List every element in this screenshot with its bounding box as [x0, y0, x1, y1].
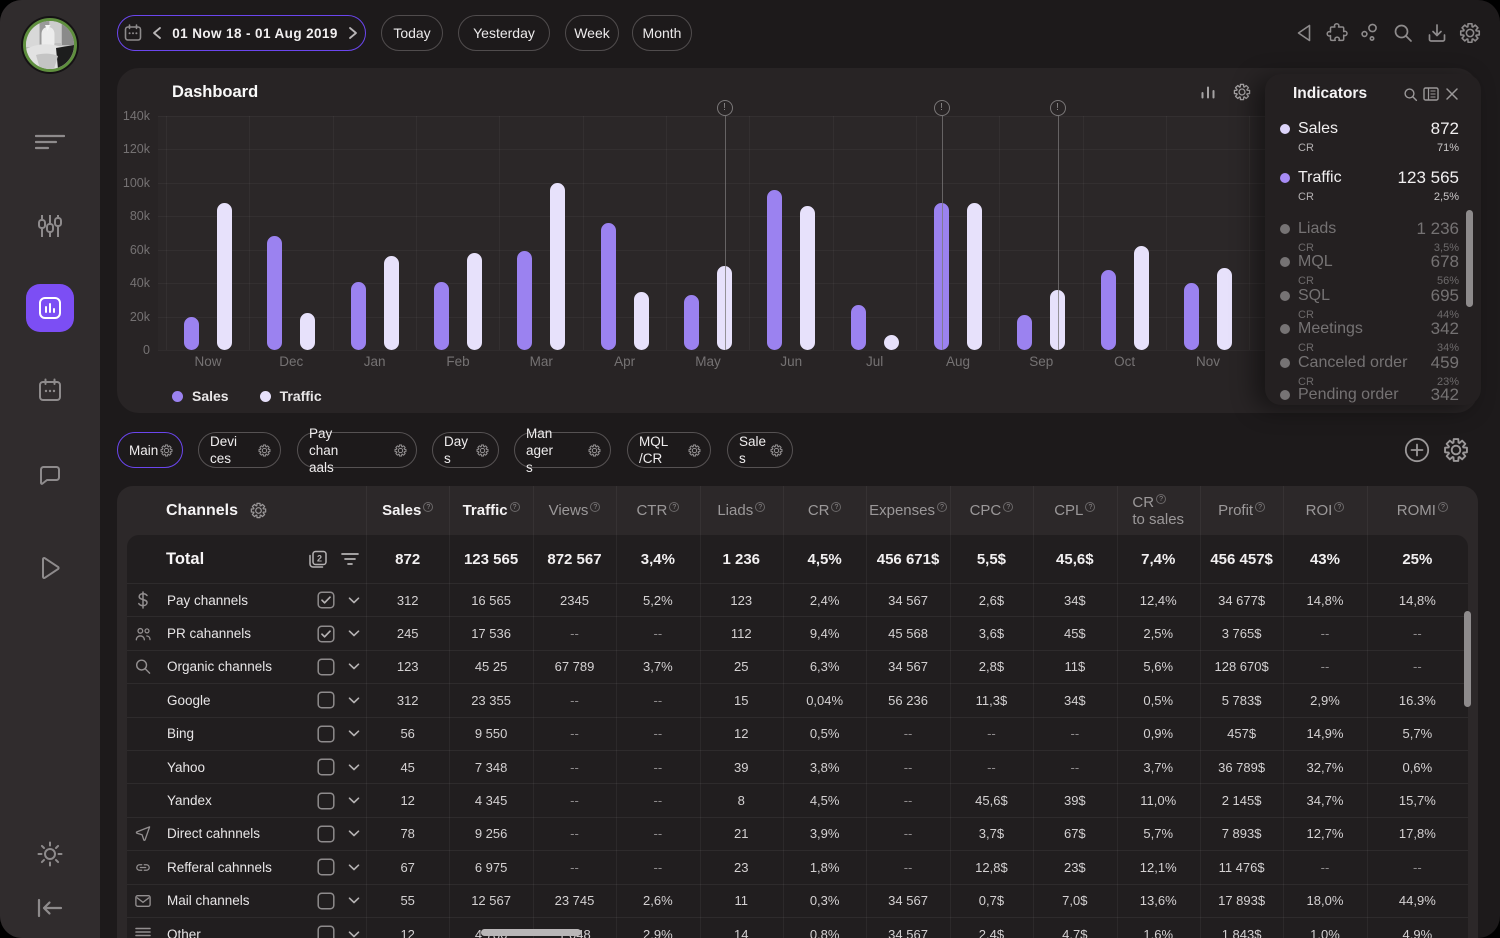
svg-text:2: 2 — [317, 554, 322, 564]
